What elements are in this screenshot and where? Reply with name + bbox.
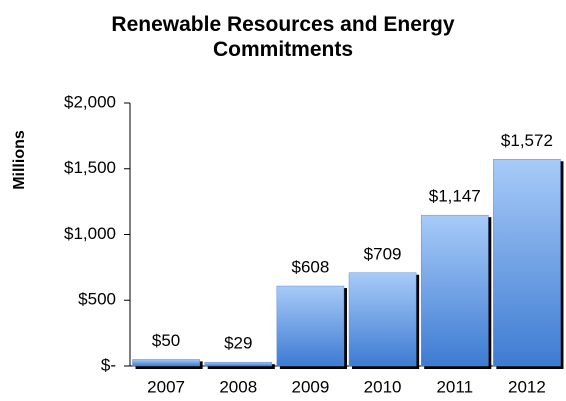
bar: [204, 361, 273, 367]
value-label: $29: [224, 334, 252, 353]
x-tick-label: 2008: [219, 377, 257, 396]
bar: [493, 159, 561, 367]
bar-shadow: [207, 364, 275, 369]
x-tick-label: 2009: [292, 377, 330, 396]
chart-title: Renewable Resources and Energy Commitmen…: [111, 13, 455, 61]
value-label: $709: [364, 244, 402, 263]
value-label: $608: [292, 258, 330, 277]
y-axis-label: Millions: [11, 130, 28, 190]
y-tick-label: $500: [78, 290, 116, 309]
y-tick-label: $1,500: [64, 158, 116, 177]
value-label: $1,147: [429, 187, 481, 206]
value-label: $1,572: [501, 131, 553, 150]
x-tick-label: 2007: [147, 377, 185, 396]
bar: [348, 272, 417, 367]
bar: [132, 359, 200, 367]
bar: [420, 214, 489, 367]
y-tick-label: $1,000: [64, 224, 116, 243]
y-tick-label: $-: [101, 355, 116, 374]
x-tick-label: 2010: [364, 377, 402, 396]
x-tick-label: 2012: [508, 377, 546, 396]
x-tick-label: 2011: [436, 377, 473, 396]
y-tick-label: $2,000: [64, 92, 116, 111]
value-label: $50: [152, 331, 180, 350]
bar: [276, 285, 345, 367]
